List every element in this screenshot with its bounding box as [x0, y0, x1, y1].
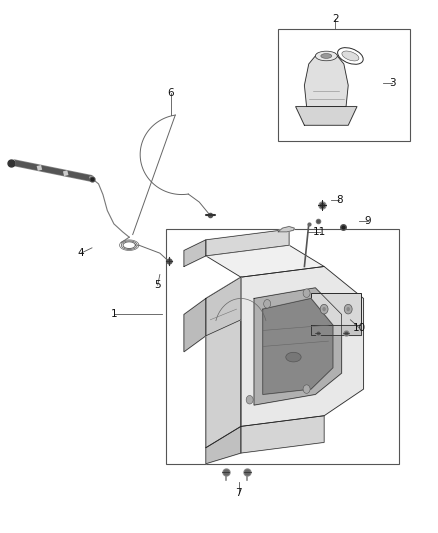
Text: 9: 9 [364, 216, 371, 226]
Text: 1: 1 [110, 310, 117, 319]
Ellipse shape [342, 51, 359, 61]
Polygon shape [206, 245, 324, 277]
Text: 2: 2 [332, 14, 339, 23]
Polygon shape [206, 426, 241, 464]
Text: 4: 4 [78, 248, 85, 258]
Circle shape [303, 385, 310, 393]
Polygon shape [206, 277, 241, 448]
Ellipse shape [338, 47, 363, 64]
Ellipse shape [321, 53, 332, 59]
Ellipse shape [286, 352, 301, 362]
Bar [311, 293, 361, 325]
Circle shape [322, 307, 326, 311]
Bar [278, 29, 410, 141]
Polygon shape [241, 266, 364, 426]
Polygon shape [184, 240, 206, 266]
Circle shape [344, 304, 352, 314]
Text: 8: 8 [336, 195, 343, 205]
Polygon shape [206, 229, 289, 256]
Polygon shape [241, 416, 324, 453]
Polygon shape [206, 277, 241, 336]
Text: 11: 11 [313, 227, 326, 237]
Circle shape [303, 289, 310, 297]
Text: 7: 7 [235, 488, 242, 498]
Circle shape [346, 307, 350, 311]
Polygon shape [311, 325, 361, 335]
Text: 5: 5 [154, 280, 161, 290]
Ellipse shape [315, 51, 337, 61]
Text: 10: 10 [353, 323, 366, 333]
Circle shape [246, 395, 253, 404]
Polygon shape [296, 107, 357, 125]
Polygon shape [254, 288, 342, 405]
Polygon shape [304, 53, 348, 107]
Text: 3: 3 [389, 78, 396, 87]
Circle shape [320, 304, 328, 314]
Bar [166, 229, 399, 464]
Text: 6: 6 [167, 88, 174, 98]
Polygon shape [184, 298, 206, 352]
Polygon shape [263, 298, 333, 394]
Circle shape [264, 300, 271, 308]
Polygon shape [278, 227, 294, 232]
